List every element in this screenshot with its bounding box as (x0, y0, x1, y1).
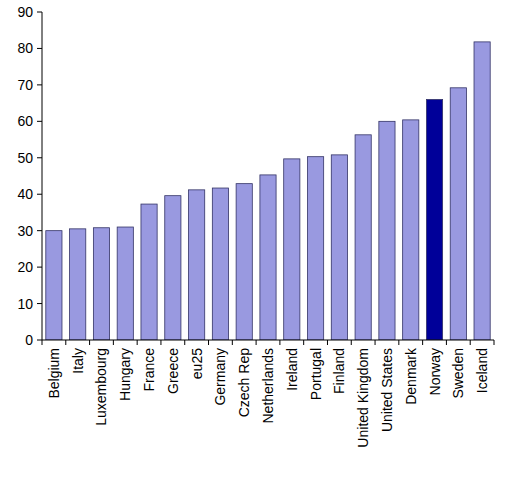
x-tick-label: United Kingdom (355, 348, 371, 448)
x-tick (446, 340, 447, 345)
x-tick-label: Denmark (403, 347, 419, 405)
bar (403, 120, 419, 340)
x-tick (42, 340, 43, 345)
x-tick-label: Norway (427, 348, 443, 395)
y-tick (37, 340, 42, 341)
bar (236, 184, 252, 340)
bar (307, 157, 323, 340)
y-tick (37, 12, 42, 13)
bar (355, 135, 371, 340)
x-tick-label: eu25 (189, 348, 205, 379)
x-tick (422, 340, 423, 345)
x-tick-label: France (141, 348, 157, 392)
x-tick (327, 340, 328, 345)
x-tick-label: Germany (212, 348, 228, 406)
x-tick-label: Finland (331, 348, 347, 394)
x-tick (494, 340, 495, 345)
x-tick-label: Netherlands (260, 348, 276, 424)
y-tick-label: 0 (25, 332, 33, 348)
bar (284, 159, 300, 340)
bar (212, 188, 228, 340)
x-tick-label: United States (379, 348, 395, 432)
y-tick-label: 50 (17, 150, 33, 166)
y-tick-label: 40 (17, 186, 33, 202)
bar (189, 190, 205, 340)
x-tick-label: Czech Rep (236, 348, 252, 417)
chart-container: 0 10 20 30 40 50 60 70 80 90 Belgium Italy Luxembour… (0, 0, 506, 477)
x-tick-label: Ireland (284, 348, 300, 391)
x-tick (113, 340, 114, 345)
x-tick-label: Portugal (308, 348, 324, 400)
bar (260, 175, 276, 340)
x-tick-label: Hungary (117, 348, 133, 401)
x-tick (351, 340, 352, 345)
x-tick (184, 340, 185, 345)
bar (46, 231, 62, 340)
y-tick-label: 10 (17, 296, 33, 312)
y-tick-label: 20 (17, 259, 33, 275)
x-tick (208, 340, 209, 345)
x-tick (89, 340, 90, 345)
x-tick (65, 340, 66, 345)
y-tick (37, 267, 42, 268)
bar (474, 42, 490, 340)
y-tick-label: 60 (17, 113, 33, 129)
x-tick (279, 340, 280, 345)
y-tick (37, 48, 42, 49)
x-tick-label: Belgium (46, 348, 62, 399)
y-tick (37, 157, 42, 158)
x-tick (303, 340, 304, 345)
bar (70, 229, 86, 340)
bar (93, 228, 109, 340)
x-axis-line (42, 340, 494, 341)
y-tick (37, 230, 42, 231)
y-tick-label: 30 (17, 223, 33, 239)
bars (46, 42, 490, 340)
bar (141, 204, 157, 340)
bar (426, 99, 442, 340)
x-tick-label: Iceland (474, 348, 490, 393)
chart-svg: 0 10 20 30 40 50 60 70 80 90 Belgium Italy Luxembour… (0, 0, 506, 477)
x-tick (470, 340, 471, 345)
y-tick (37, 303, 42, 304)
x-tick-label: Italy (70, 348, 86, 374)
y-tick-label: 70 (17, 77, 33, 93)
bar (331, 155, 347, 340)
x-tick (375, 340, 376, 345)
x-tick (232, 340, 233, 345)
y-tick-label: 80 (17, 40, 33, 56)
y-tick (37, 194, 42, 195)
x-tick (160, 340, 161, 345)
x-tick (137, 340, 138, 345)
bar (117, 227, 133, 340)
y-axis-line (42, 12, 43, 340)
x-tick-label: Greece (165, 348, 181, 394)
x-tick (398, 340, 399, 345)
x-tick-label: Sweden (450, 348, 466, 399)
y-tick (37, 121, 42, 122)
y-tick (37, 84, 42, 85)
bar (450, 88, 466, 340)
bar (379, 121, 395, 340)
x-tick-label: Luxembourg (93, 348, 109, 426)
y-tick-label: 90 (17, 4, 33, 20)
bar (165, 196, 181, 340)
x-tick (256, 340, 257, 345)
